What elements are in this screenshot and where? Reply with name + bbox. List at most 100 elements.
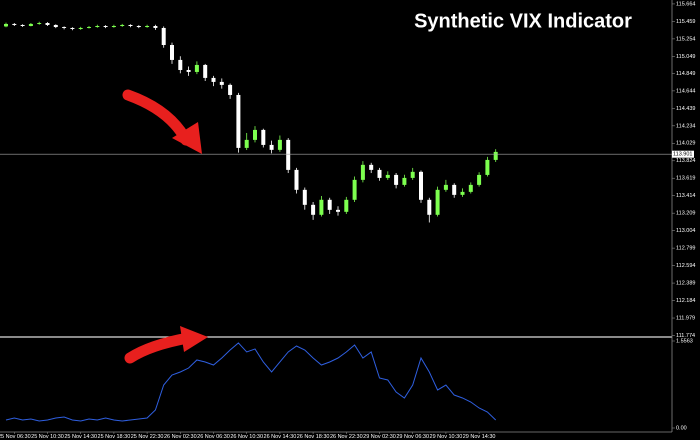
candle-body: [344, 199, 349, 212]
x-tick-label: 26 Nov 18:30: [297, 434, 330, 440]
x-tick-label: 26 Nov 10:30: [230, 434, 263, 440]
y-tick-label: 115.664: [676, 1, 695, 7]
candle-body: [53, 24, 58, 28]
candle-body: [62, 27, 67, 28]
candle-body: [294, 169, 299, 190]
candle-body: [253, 129, 257, 140]
y-tick-label: 114.849: [676, 71, 695, 77]
candle-body: [45, 23, 50, 25]
y-tick-label: 112.799: [676, 246, 695, 252]
candle-body: [111, 25, 116, 28]
candle-body: [352, 179, 357, 200]
candle-body: [427, 199, 432, 215]
y-tick-label: 112.389: [676, 281, 695, 287]
candle-body: [161, 27, 166, 46]
x-tick-label: 26 Nov 06:30: [197, 434, 230, 440]
x-tick-label: 29 Nov 06:30: [396, 434, 429, 440]
candle-body: [385, 174, 390, 178]
candle-body: [78, 27, 83, 29]
candle-body: [286, 139, 291, 170]
candle-body: [178, 59, 183, 70]
candle-body: [103, 25, 108, 28]
candle-body: [360, 164, 365, 180]
candle-body: [128, 24, 133, 26]
candle-body: [4, 23, 8, 27]
candle-body: [120, 24, 125, 26]
y-tick-label: 113.619: [676, 176, 695, 182]
y-tick-label: 114.644: [676, 88, 695, 94]
y-tick-label: 113.824: [676, 158, 695, 164]
y-tick-label: 111.979: [676, 315, 695, 321]
candle-body: [369, 164, 374, 170]
candle-body: [410, 171, 415, 178]
y-tick-label: 112.184: [676, 298, 695, 304]
candle-body: [95, 25, 100, 28]
red-arrow-1: [122, 89, 202, 154]
y-tick-label: 115.459: [676, 19, 695, 25]
y-tick-label: 0.00: [676, 425, 687, 431]
candle-body: [28, 23, 33, 26]
candle-body: [87, 27, 91, 28]
candle-body: [153, 25, 158, 28]
x-tick-label: 25 Nov 22:30: [131, 434, 164, 440]
y-tick-label: 115.049: [676, 54, 695, 60]
candle-body: [12, 23, 17, 25]
candle-body: [319, 199, 324, 215]
y-tick-label: 114.029: [676, 141, 695, 147]
candle-body: [468, 184, 473, 192]
x-tick-label: 25 Nov 10:30: [31, 434, 64, 440]
candle-body: [219, 81, 224, 85]
x-tick-label: 25 Nov 18:30: [98, 434, 131, 440]
y-tick-label: 114.234: [676, 123, 695, 129]
y-tick-label: 113.004: [676, 228, 695, 234]
candle-body: [20, 24, 25, 26]
y-tick-label: 111.774: [676, 333, 695, 339]
candle-body: [485, 159, 490, 175]
candle-body: [394, 174, 399, 185]
candle-body: [402, 177, 407, 185]
y-tick-label: 113.209: [676, 211, 695, 217]
candle-body: [302, 189, 307, 205]
y-tick-label: 1.5563: [676, 338, 693, 344]
candle-body: [435, 189, 440, 215]
current-price-box: [672, 150, 694, 158]
candle-body: [211, 77, 216, 82]
x-tick-label: 26 Nov 22:30: [330, 434, 363, 440]
x-tick-label: 29 Nov 14:30: [463, 434, 496, 440]
chart-title: Synthetic VIX Indicator: [414, 10, 632, 32]
candle-body: [336, 209, 340, 212]
x-tick-label: 29 Nov 02:30: [363, 434, 396, 440]
candle-body: [70, 27, 75, 29]
indicator-line: [5, 342, 497, 422]
y-tick-label: 114.439: [676, 106, 695, 112]
candle-body: [311, 204, 316, 215]
x-tick-label: 26 Nov 02:30: [164, 434, 197, 440]
candle-body: [460, 191, 465, 195]
candle-body: [136, 25, 141, 28]
y-tick-label: 115.254: [676, 36, 695, 42]
candle-body: [277, 139, 282, 150]
candle-body: [228, 84, 233, 95]
y-tick-label: 113.414: [676, 193, 695, 199]
candle-body: [203, 64, 208, 78]
candle-body: [443, 184, 448, 190]
red-arrow-2: [124, 326, 208, 364]
candle-body: [419, 171, 423, 200]
candle-body: [236, 94, 241, 148]
candle-body: [244, 139, 249, 148]
candle-body: [377, 169, 382, 178]
candle-body: [145, 25, 150, 28]
candle-body: [452, 184, 457, 195]
candle-body: [186, 69, 191, 72]
candle-body: [194, 64, 199, 72]
candle-body: [493, 151, 498, 160]
candle-body: [477, 174, 482, 185]
candle-body: [327, 199, 332, 210]
y-tick-label: 112.594: [676, 263, 695, 269]
x-tick-label: 26 Nov 14:30: [264, 434, 297, 440]
current-price-label: 113.901: [673, 152, 692, 158]
candle-body: [261, 129, 266, 145]
x-tick-label: 29 Nov 10:30: [430, 434, 463, 440]
